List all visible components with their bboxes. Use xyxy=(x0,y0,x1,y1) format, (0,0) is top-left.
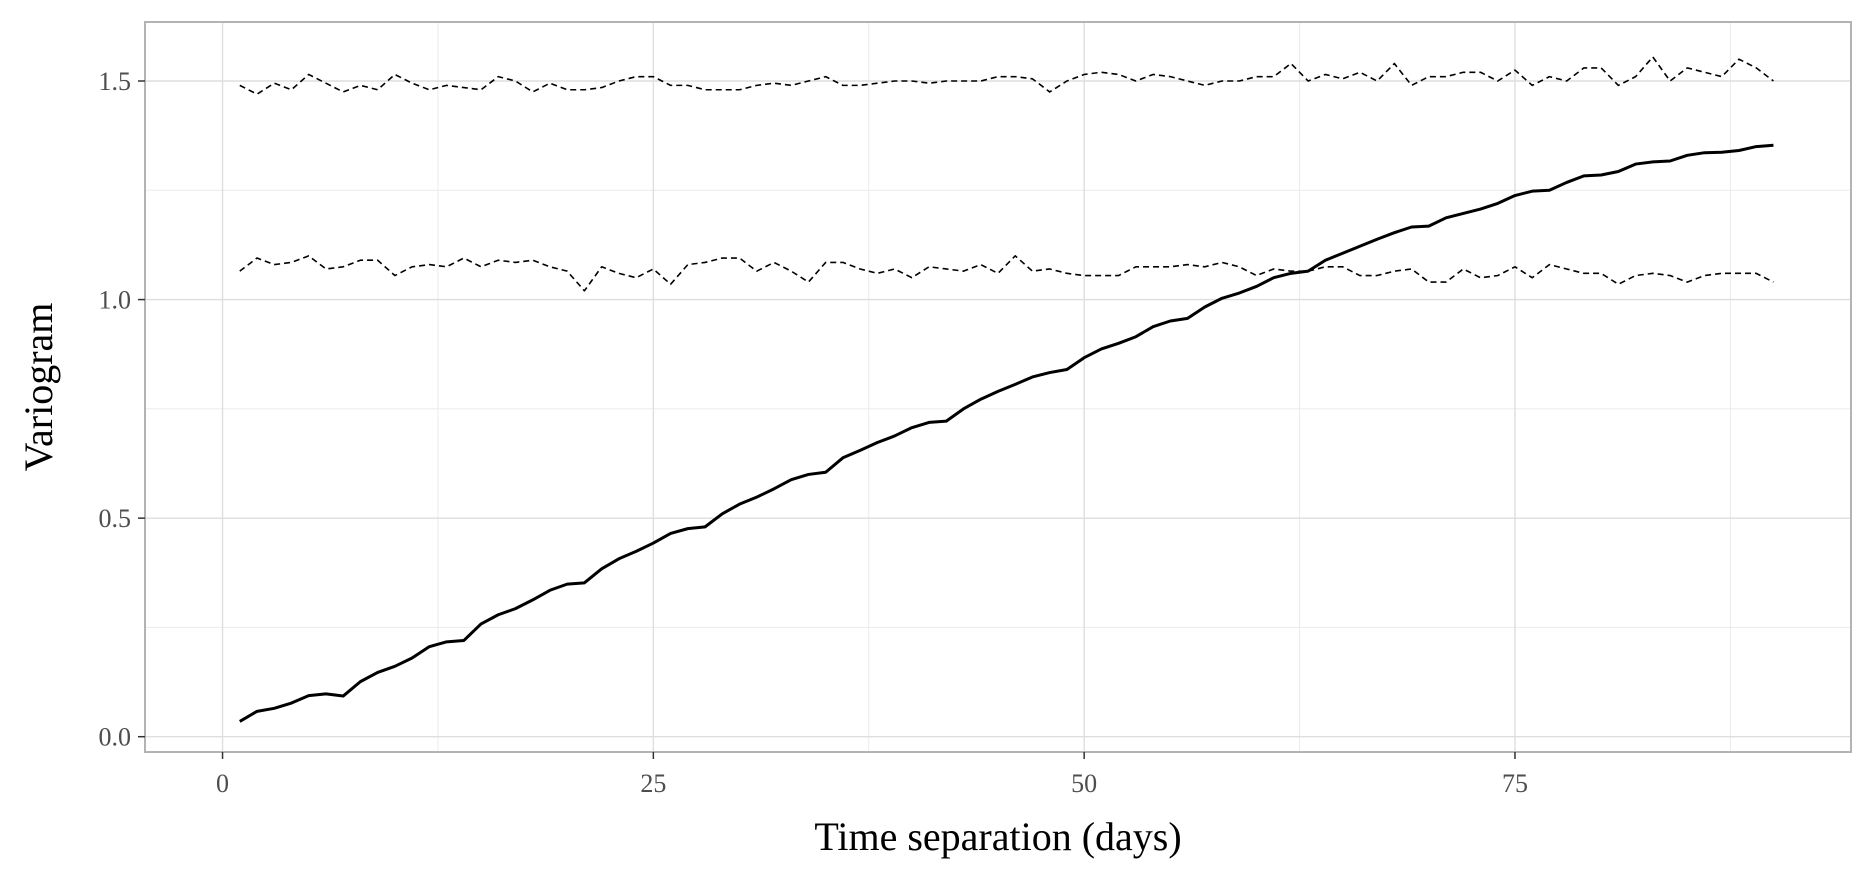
x-tick-label: 0 xyxy=(216,769,229,798)
axis-ticks: 0 25 50 75 0.0 0.5 1.0 1.5 xyxy=(99,67,1528,798)
y-tick-label: 0.0 xyxy=(99,723,132,752)
x-tick-label: 50 xyxy=(1071,769,1097,798)
x-tick-label: 25 xyxy=(640,769,666,798)
solid-series-line xyxy=(239,143,1774,723)
panel-border xyxy=(144,21,1852,753)
x-tick-label: 75 xyxy=(1502,769,1528,798)
dashed-series-line-2 xyxy=(239,255,1774,292)
y-axis-title: Variogram xyxy=(16,303,61,472)
y-tick-label: 1.0 xyxy=(99,286,132,315)
y-tick-label: 0.5 xyxy=(99,504,132,533)
series-group xyxy=(239,56,1774,723)
y-tick-label: 1.5 xyxy=(99,67,132,96)
dashed-series-line-1 xyxy=(239,56,1774,95)
x-axis-title: Time separation (days) xyxy=(814,814,1181,859)
grid-lines xyxy=(145,22,1851,752)
